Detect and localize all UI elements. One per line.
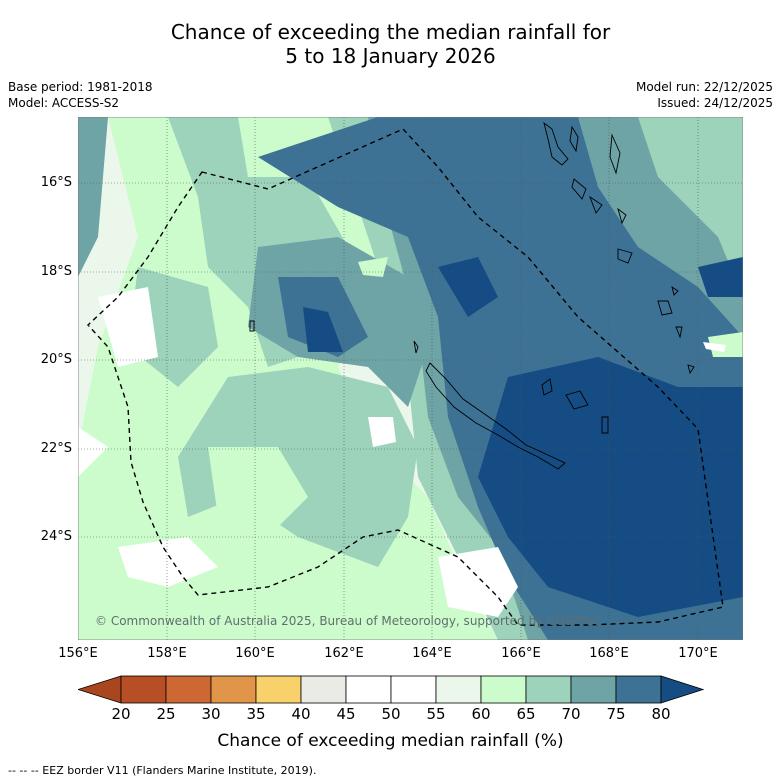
- model-run: Model run: 22/12/2025: [635, 80, 773, 94]
- colorbar-tick: 75: [606, 705, 626, 723]
- colorbar-swatch-12: [615, 675, 662, 704]
- colorbar-tick: 25: [156, 705, 176, 723]
- lat-label-16s: 16°S: [40, 175, 72, 190]
- colorbar-tick: 80: [651, 705, 671, 723]
- colorbar-tick: 40: [291, 705, 311, 723]
- colorbar-swatch-10: [525, 675, 572, 704]
- model-name: Model: ACCESS-S2: [8, 96, 120, 110]
- colorbar-label: Chance of exceeding median rainfall (%): [217, 731, 564, 751]
- colorbar-tick: 35: [246, 705, 266, 723]
- lon-label-164e: 164°E: [412, 646, 452, 661]
- colorbar-swatch-2: [165, 675, 212, 704]
- lat-label-22s: 22°S: [40, 441, 72, 456]
- colorbar-tick: 55: [426, 705, 446, 723]
- colorbar-tick: 70: [561, 705, 581, 723]
- colorbar-swatch-7: [390, 675, 437, 704]
- chart-title-line2: 5 to 18 January 2026: [285, 44, 496, 68]
- colorbar-swatch-0: [78, 675, 122, 704]
- chart-title-line1: Chance of exceeding the median rainfall …: [170, 20, 611, 44]
- colorbar-swatch-5: [300, 675, 347, 704]
- colorbar-tick: 30: [201, 705, 221, 723]
- eez-border: [87, 128, 724, 626]
- rainfall-map: [78, 117, 743, 640]
- colorbar-swatch-6: [345, 675, 392, 704]
- lat-label-18s: 18°S: [40, 264, 72, 279]
- colorbar: [78, 675, 704, 704]
- colorbar-tick: 45: [336, 705, 356, 723]
- colorbar-tick: 20: [111, 705, 131, 723]
- lon-label-168e: 168°E: [589, 646, 629, 661]
- lat-label-24s: 24°S: [40, 529, 72, 544]
- colorbar-swatch-4: [255, 675, 302, 704]
- new-caledonia-coast: [425, 362, 566, 470]
- lat-label-20s: 20°S: [40, 352, 72, 367]
- lon-label-160e: 160°E: [235, 646, 275, 661]
- colorbar-tick: 65: [516, 705, 536, 723]
- colorbar-swatch-9: [480, 675, 527, 704]
- colorbar-swatch-8: [435, 675, 482, 704]
- copyright-notice: © Commonwealth of Australia 2025, Bureau…: [95, 614, 601, 628]
- lon-label-162e: 162°E: [324, 646, 364, 661]
- colorbar-swatch-13: [660, 675, 704, 704]
- colorbar-swatch-11: [570, 675, 617, 704]
- lon-label-170e: 170°E: [678, 646, 718, 661]
- lon-label-158e: 158°E: [147, 646, 187, 661]
- lon-label-156e: 156°E: [58, 646, 98, 661]
- issued-date: Issued: 24/12/2025: [657, 96, 773, 110]
- colorbar-swatch-1: [120, 675, 167, 704]
- colorbar-tick: 50: [381, 705, 401, 723]
- colorbar-tick: 60: [471, 705, 491, 723]
- lon-label-166e: 166°E: [501, 646, 541, 661]
- colorbar-swatch-3: [210, 675, 257, 704]
- eez-legend: -- -- -- EEZ border V11 (Flanders Marine…: [8, 764, 317, 777]
- base-period: Base period: 1981-2018: [8, 80, 153, 94]
